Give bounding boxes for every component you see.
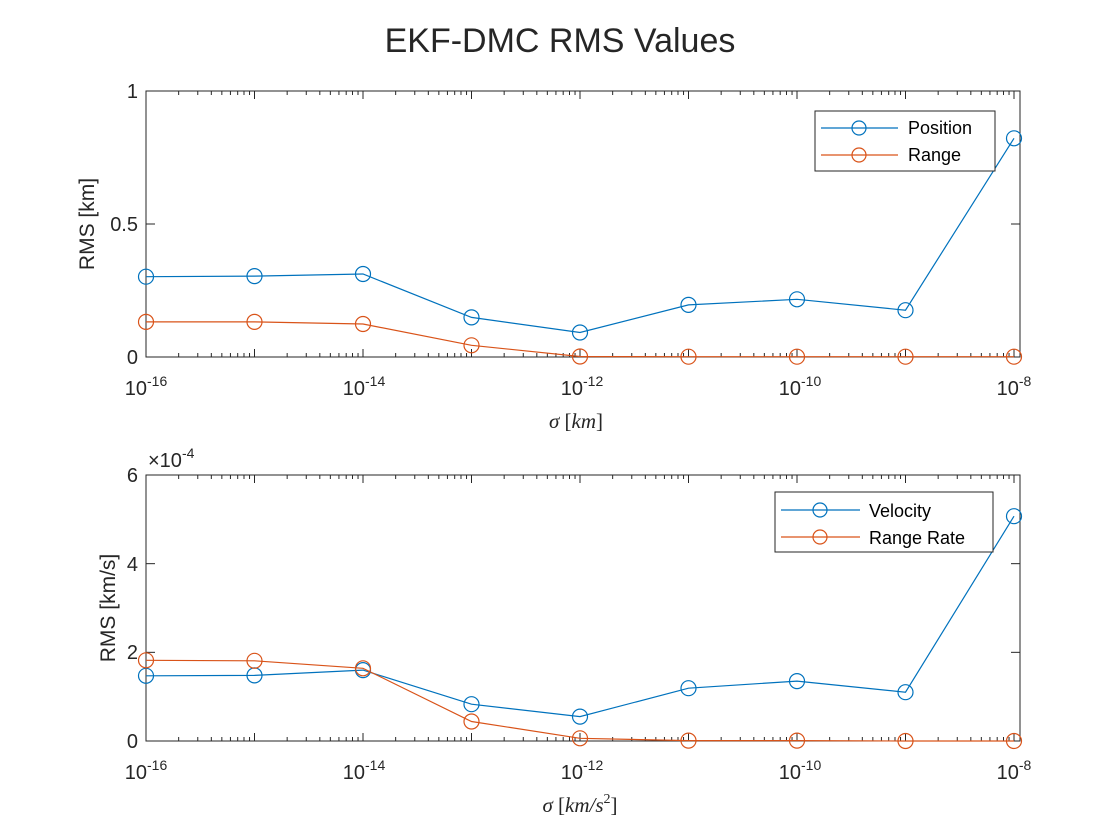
y-tick-label: 1 — [127, 81, 138, 103]
data-point-range — [246, 313, 263, 330]
x-tick-label: 10-14 — [343, 373, 386, 400]
y-tick-label: 4 — [127, 554, 138, 576]
x-tick-label: 10-10 — [779, 757, 822, 784]
y-axis-label-1: RMS [km] — [76, 178, 99, 270]
data-point-position — [354, 265, 372, 283]
y-tick-label: 0 — [127, 347, 138, 369]
data-point-range — [571, 348, 589, 365]
y-tick-label: 2 — [127, 642, 138, 664]
data-point-range-rate — [354, 660, 372, 677]
x-tick-label: 10-8 — [997, 757, 1032, 784]
legend-label-velocity: Velocity — [869, 501, 931, 521]
data-point-range-rate — [246, 652, 263, 669]
series-line-position — [145, 137, 1015, 334]
series-line-velocity — [145, 515, 1015, 718]
legend-2: Velocity Range Rate — [774, 491, 994, 553]
minor-ticks-2 — [145, 474, 1020, 742]
series-line-range — [146, 321, 1014, 358]
data-point-position — [897, 302, 914, 319]
data-point-range-rate — [463, 713, 480, 730]
x-tick-label: 10-14 — [343, 757, 386, 784]
x-tick-label: 10-12 — [561, 757, 604, 784]
series-layer-2 — [137, 508, 1023, 750]
data-point-velocity — [680, 680, 697, 697]
data-point-position — [680, 296, 697, 313]
figure-title: EKF-DMC RMS Values — [385, 22, 736, 60]
data-point-range — [680, 348, 697, 365]
legend-marker-velocity — [812, 502, 828, 518]
legend-1: Position Range — [814, 110, 996, 172]
legend-label-range: Range — [908, 145, 961, 165]
data-point-range-rate — [897, 732, 914, 750]
series-layer-1 — [137, 130, 1023, 365]
data-point-position — [571, 324, 589, 341]
minor-ticks-1 — [145, 90, 1020, 358]
y-tick-label: 6 — [127, 465, 138, 487]
subplot-position-range: 0 0.5 1 10-16 10-14 10-12 10-10 10-8 RMS… — [76, 81, 1032, 433]
data-point-position — [1005, 130, 1023, 147]
data-point-range — [137, 313, 155, 330]
x-tick-label: 10-16 — [125, 373, 168, 400]
data-point-range — [463, 337, 480, 354]
data-point-position — [463, 309, 480, 326]
x-tick-label: 10-16 — [125, 757, 168, 784]
series-line-range-rate — [145, 659, 1014, 742]
data-point-range-rate — [680, 732, 697, 749]
y-axis-label-2: RMS [km/s] — [97, 554, 120, 663]
data-point-position — [137, 268, 155, 285]
x-axis-label-1: σ [km] — [549, 409, 603, 433]
legend-marker-position — [851, 120, 867, 136]
data-point-range — [1005, 348, 1023, 365]
x-axis-label-2: σ [km/s2] — [542, 792, 617, 817]
x-tick-label: 10-12 — [561, 373, 604, 400]
x-tick-label: 10-8 — [997, 373, 1032, 400]
axes-box-2 — [145, 474, 1021, 742]
data-point-velocity — [788, 672, 806, 690]
legend-box-1 — [814, 110, 996, 172]
data-point-velocity — [1005, 508, 1023, 525]
x-tick-label: 10-10 — [779, 373, 822, 400]
data-point-range-rate — [788, 732, 806, 749]
data-point-position — [788, 291, 806, 308]
data-point-range-rate — [1005, 732, 1023, 750]
data-point-range — [354, 315, 372, 333]
subplot-velocity-rangerate: ×10-4 0 2 4 6 10-16 10-14 10-12 10-10 10… — [97, 445, 1032, 817]
data-point-range-rate — [137, 652, 155, 669]
data-point-velocity — [897, 684, 914, 701]
data-point-position — [246, 268, 263, 285]
y-tick-label: 0.5 — [110, 214, 138, 236]
legend-label-range-rate: Range Rate — [869, 528, 965, 548]
legend-marker-range-rate — [812, 529, 828, 545]
data-point-range — [788, 348, 806, 365]
legend-marker-range — [851, 147, 867, 163]
data-point-range — [897, 348, 914, 365]
legend-box-2 — [774, 491, 994, 553]
y-tick-label: 0 — [127, 731, 138, 753]
legend-label-position: Position — [908, 118, 972, 138]
data-point-range-rate — [571, 730, 589, 747]
data-point-velocity — [463, 696, 480, 713]
data-point-velocity — [571, 708, 589, 725]
y-tick-multiplier: ×10-4 — [148, 445, 195, 472]
